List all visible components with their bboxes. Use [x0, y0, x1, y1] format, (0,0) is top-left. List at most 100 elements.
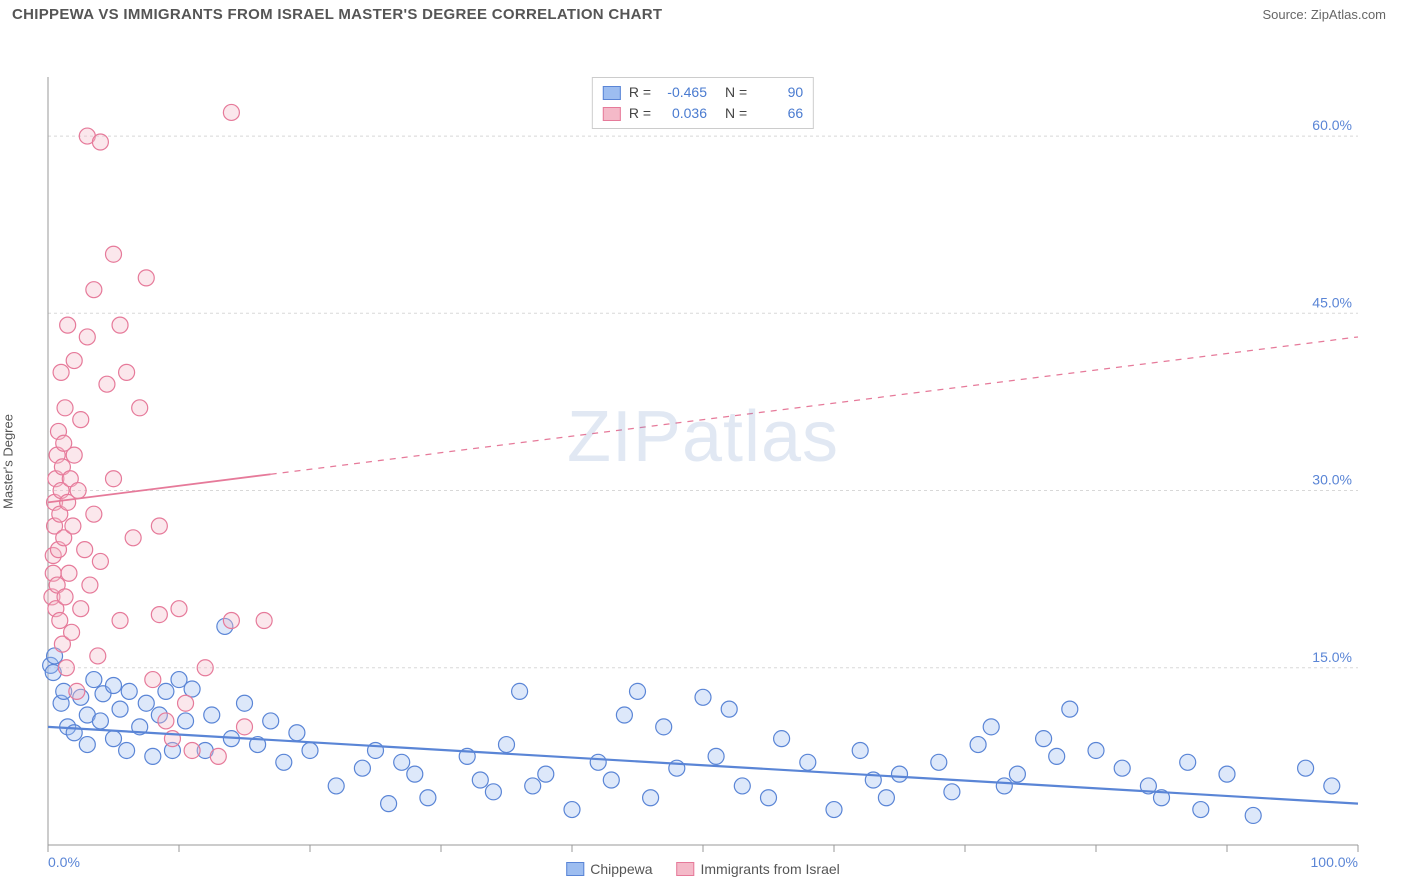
scatter-point	[237, 695, 253, 711]
trend-line-dashed	[271, 337, 1358, 474]
scatter-point	[79, 737, 95, 753]
scatter-point	[1324, 778, 1340, 794]
scatter-point	[1036, 731, 1052, 747]
legend-r-value: 0.036	[659, 103, 707, 124]
scatter-point	[761, 790, 777, 806]
scatter-point	[106, 246, 122, 262]
chart-title: CHIPPEWA VS IMMIGRANTS FROM ISRAEL MASTE…	[12, 6, 662, 23]
series-legend: Chippewa Immigrants from Israel	[566, 861, 840, 877]
scatter-point	[86, 506, 102, 522]
scatter-point	[695, 689, 711, 705]
scatter-point	[420, 790, 436, 806]
scatter-point	[276, 754, 292, 770]
scatter-point	[69, 683, 85, 699]
scatter-point	[983, 719, 999, 735]
scatter-point	[223, 104, 239, 120]
legend-n-value: 66	[755, 103, 803, 124]
legend-label: Chippewa	[590, 861, 652, 877]
x-tick-label: 100.0%	[1311, 854, 1358, 870]
scatter-point	[1180, 754, 1196, 770]
scatter-point	[564, 802, 580, 818]
scatter-point	[99, 376, 115, 392]
scatter-point	[112, 701, 128, 717]
scatter-point	[92, 713, 108, 729]
y-tick-label: 45.0%	[1312, 294, 1352, 310]
scatter-point	[381, 796, 397, 812]
scatter-point	[106, 677, 122, 693]
scatter-point	[178, 713, 194, 729]
scatter-point	[86, 282, 102, 298]
scatter-point	[66, 447, 82, 463]
scatter-point	[197, 660, 213, 676]
scatter-point	[145, 748, 161, 764]
scatter-point	[60, 317, 76, 333]
legend-swatch	[603, 86, 621, 100]
scatter-point	[66, 353, 82, 369]
scatter-point	[112, 613, 128, 629]
scatter-point	[1009, 766, 1025, 782]
scatter-point	[178, 695, 194, 711]
scatter-point	[1245, 807, 1261, 823]
scatter-point	[119, 742, 135, 758]
scatter-point	[151, 607, 167, 623]
scatter-point	[158, 713, 174, 729]
scatter-point	[237, 719, 253, 735]
scatter-point	[302, 742, 318, 758]
scatter-point	[603, 772, 619, 788]
legend-swatch	[603, 107, 621, 121]
scatter-point	[472, 772, 488, 788]
legend-item: Immigrants from Israel	[677, 861, 840, 877]
chart-source: Source: ZipAtlas.com	[1262, 7, 1386, 22]
legend-r-value: -0.465	[659, 82, 707, 103]
scatter-point	[204, 707, 220, 723]
chart-container: Master's Degree 15.0%30.0%45.0%60.0%0.0%…	[0, 29, 1406, 879]
scatter-point	[1114, 760, 1130, 776]
legend-r-label: R =	[629, 82, 651, 103]
scatter-point	[92, 134, 108, 150]
scatter-point	[61, 565, 77, 581]
legend-row: R =0.036N =66	[603, 103, 803, 124]
scatter-point	[184, 681, 200, 697]
scatter-point	[394, 754, 410, 770]
scatter-point	[53, 364, 69, 380]
scatter-point	[151, 518, 167, 534]
scatter-point	[125, 530, 141, 546]
y-tick-label: 60.0%	[1312, 117, 1352, 133]
scatter-point	[734, 778, 750, 794]
scatter-point	[800, 754, 816, 770]
y-tick-label: 15.0%	[1312, 649, 1352, 665]
scatter-point	[132, 400, 148, 416]
scatter-point	[354, 760, 370, 776]
scatter-point	[138, 695, 154, 711]
scatter-point	[721, 701, 737, 717]
scatter-point	[184, 742, 200, 758]
scatter-point	[485, 784, 501, 800]
scatter-point	[65, 518, 81, 534]
legend-swatch	[677, 862, 695, 876]
scatter-point	[878, 790, 894, 806]
scatter-point	[996, 778, 1012, 794]
scatter-point	[86, 672, 102, 688]
scatter-point	[944, 784, 960, 800]
scatter-point	[289, 725, 305, 741]
scatter-point	[708, 748, 724, 764]
scatter-point	[590, 754, 606, 770]
scatter-point	[145, 672, 161, 688]
scatter-point	[1049, 748, 1065, 764]
scatter-point	[77, 542, 93, 558]
y-tick-label: 30.0%	[1312, 472, 1352, 488]
legend-swatch	[566, 862, 584, 876]
chart-header: CHIPPEWA VS IMMIGRANTS FROM ISRAEL MASTE…	[0, 0, 1406, 29]
scatter-point	[1088, 742, 1104, 758]
scatter-point	[525, 778, 541, 794]
scatter-point	[263, 713, 279, 729]
scatter-point	[52, 613, 68, 629]
scatter-point	[106, 731, 122, 747]
scatter-point	[1193, 802, 1209, 818]
scatter-point	[119, 364, 135, 380]
scatter-point	[1062, 701, 1078, 717]
scatter-point	[73, 601, 89, 617]
scatter-point	[256, 613, 272, 629]
scatter-point	[57, 400, 73, 416]
scatter-point	[931, 754, 947, 770]
